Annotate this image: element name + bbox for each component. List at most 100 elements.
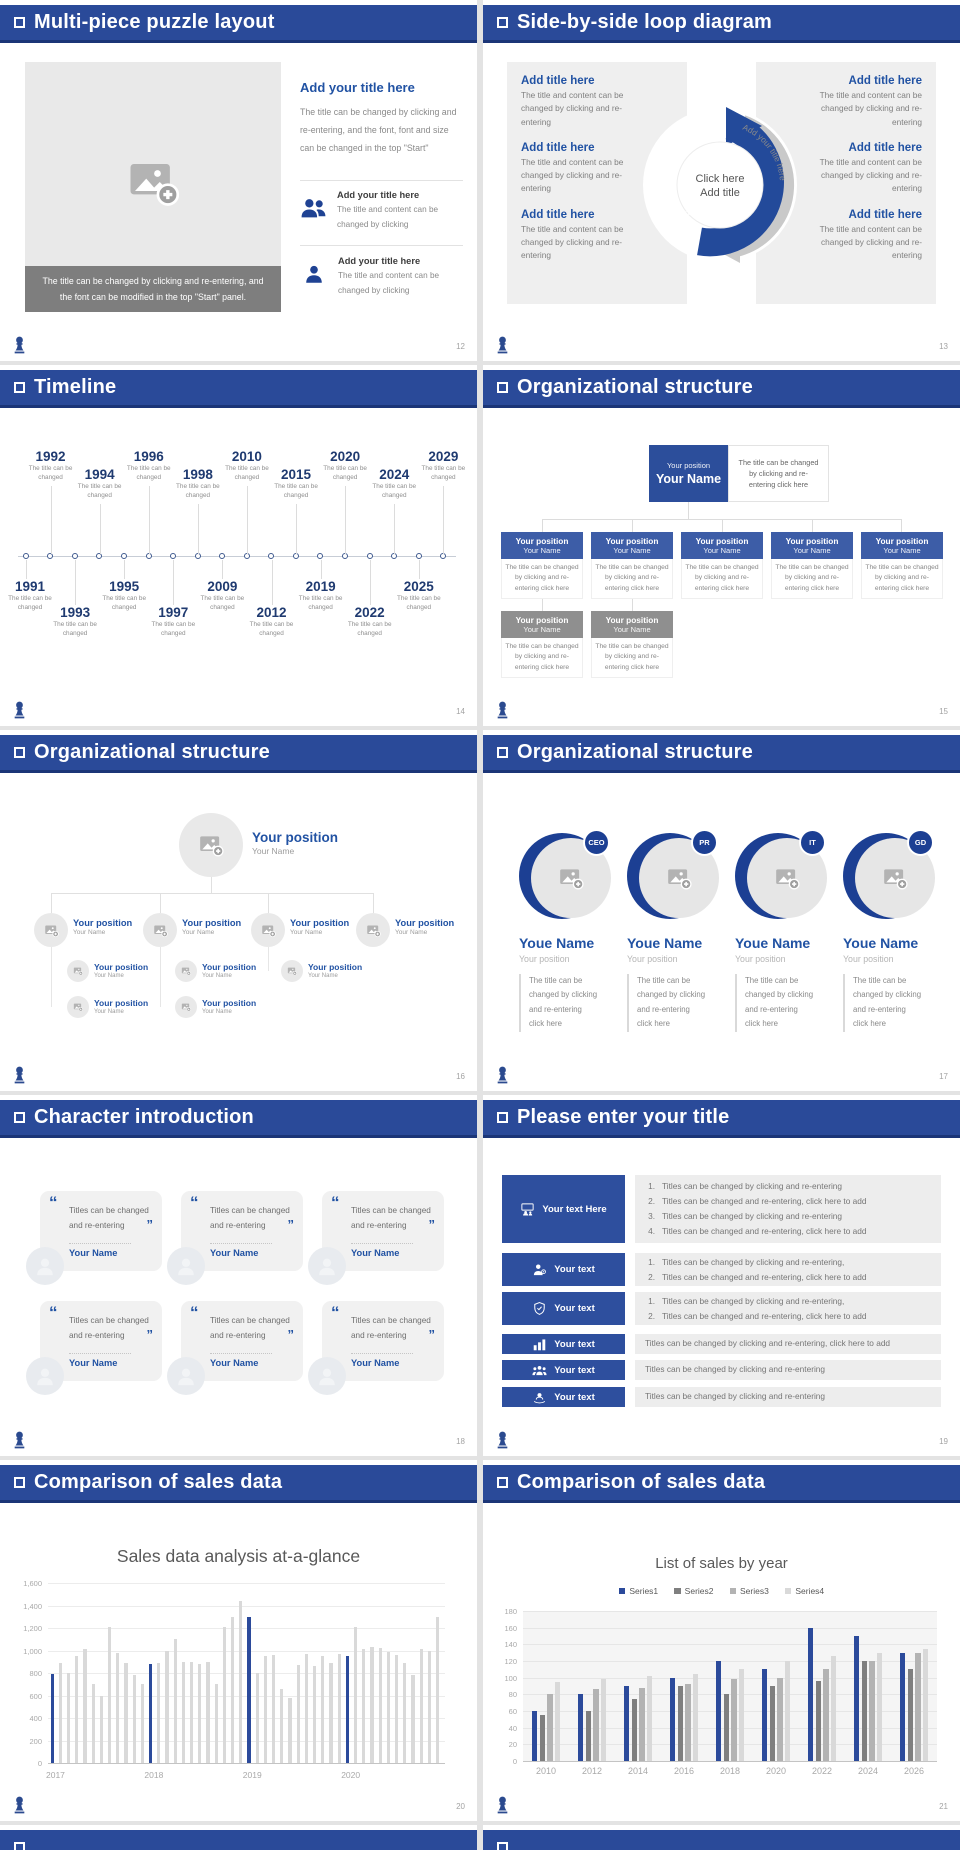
bar: [670, 1677, 676, 1761]
image-caption: The title can be changed by clicking and…: [25, 266, 281, 312]
slide-org-badges[interactable]: Organizational structure CEO Youe Name You…: [483, 730, 960, 1091]
list-line: 4. Titles can be changed and re-entering,…: [645, 1224, 931, 1239]
close-quote-icon: ”: [146, 1217, 154, 1232]
quote-text: Titles can be changed and re-entering: [69, 1316, 149, 1340]
slide-multi-piece-puzzle[interactable]: Multi-piece puzzle layout The title can …: [0, 0, 477, 361]
slide-title: Organizational structure: [517, 376, 753, 398]
slide-loop-diagram[interactable]: Side-by-side loop diagram Add title here…: [483, 0, 960, 361]
timeline-year: 2012: [256, 605, 287, 620]
connector: [211, 877, 212, 893]
x-tick-label: 2022: [811, 1766, 833, 1776]
name-label: Your Name: [290, 929, 323, 936]
bar: [869, 1661, 875, 1761]
org-circle-label: Your position Your Name: [182, 918, 241, 936]
bar: [304, 1653, 309, 1763]
position-label: Your position: [605, 536, 659, 546]
member-body-line: The title can be: [745, 976, 799, 985]
timeline-connector: [26, 560, 27, 579]
square-bullet-icon: [497, 1842, 508, 1850]
timeline-note: The title can be changed: [372, 483, 417, 499]
timeline-node: [145, 553, 152, 559]
org-circle-label: Your position Your Name: [94, 998, 148, 1015]
photo-circle: [179, 813, 243, 877]
bar: [271, 1655, 276, 1763]
name-label: Your Name: [182, 929, 215, 936]
item-body: The title and content can be changed by …: [338, 271, 440, 296]
divider: [300, 245, 463, 246]
list-button[interactable]: Your text: [502, 1253, 625, 1286]
slide-list[interactable]: Please enter your title 19 Your text Her…: [483, 1095, 960, 1456]
timeline-connector: [296, 504, 298, 554]
page-number: 18: [456, 1437, 465, 1446]
slide-partial-right[interactable]: [483, 1825, 960, 1850]
org-card: PR Youe Name Your position The title can be…: [627, 829, 727, 1032]
slide-partial-left[interactable]: [0, 1825, 477, 1850]
y-tick-label: 60: [508, 1707, 517, 1716]
role-badge: GD: [907, 829, 934, 856]
role-badge: PR: [691, 829, 718, 856]
timeline-note: The title can be changed: [77, 483, 122, 499]
member-name: Youe Name: [735, 935, 811, 951]
open-quote-icon: “: [49, 1193, 58, 1212]
timeline-node: [366, 553, 373, 559]
slide-title-bar: [483, 1830, 960, 1850]
name-label: Your Name: [202, 973, 232, 979]
entry-body: The title and content can be changed by …: [819, 90, 922, 127]
bar: [378, 1648, 382, 1763]
slide-chart1[interactable]: Comparison of sales data Sales data anal…: [0, 1460, 477, 1821]
item-title: Add your title here: [337, 190, 420, 200]
list-button[interactable]: Your text: [502, 1360, 625, 1380]
bar: [923, 1648, 929, 1761]
position-label: Your position: [94, 998, 149, 1008]
member-body-line: The title can be: [853, 976, 907, 985]
slide-title: Comparison of sales data: [517, 1471, 766, 1493]
person-silhouette-icon: [316, 1365, 338, 1387]
crescent-photo: CEO: [519, 829, 613, 921]
square-bullet-icon: [497, 747, 508, 758]
list-button[interactable]: Your text: [502, 1292, 625, 1325]
timeline-item: 2029 The title can be changed: [414, 449, 472, 482]
slide-org-boxes[interactable]: Organizational structure Your position Y…: [483, 365, 960, 726]
slide-character-intro[interactable]: Character introduction “Titles can be ch…: [0, 1095, 477, 1456]
bar: [99, 1695, 104, 1763]
image-placeholder-icon: [73, 966, 83, 976]
timeline-year: 1993: [60, 605, 91, 620]
bar: [247, 1616, 251, 1763]
timeline-note: The title can be changed: [396, 595, 441, 611]
list-button[interactable]: Your text: [502, 1334, 625, 1354]
position-label: Your position: [605, 615, 659, 625]
member-body-line: click here: [745, 1019, 778, 1029]
image-placeholder-icon: [666, 865, 692, 891]
member-body-line: The title can be: [529, 976, 583, 985]
timeline-node: [170, 553, 177, 559]
position-label: Your position: [695, 536, 749, 546]
connector: [51, 893, 373, 894]
timeline-item: 1993 The title can be changed: [46, 605, 104, 638]
avatar: [26, 1247, 64, 1285]
list-line-text: Titles can be changed by clicking and re…: [662, 1295, 845, 1306]
list-button-label: Your text: [554, 1303, 595, 1314]
member-body: The title can be changed by clicking and r…: [627, 974, 727, 1032]
timeline-item: 2019 The title can be changed: [292, 579, 350, 612]
slide-org-circles[interactable]: Organizational structure Your position Yo…: [0, 730, 477, 1091]
list-button[interactable]: Your text Here: [502, 1175, 625, 1243]
bar: [900, 1652, 906, 1761]
list-button[interactable]: Your text: [502, 1387, 625, 1407]
image-placeholder-icon: [287, 966, 297, 976]
timeline-note: The title can be changed: [274, 483, 318, 499]
image-placeholder-icon: [44, 923, 59, 938]
bar: [91, 1684, 95, 1763]
slide-chart2[interactable]: Comparison of sales data List of sales b…: [483, 1460, 960, 1821]
page-number: 17: [939, 1072, 948, 1081]
connector: [542, 599, 543, 611]
gridline: [48, 1650, 445, 1652]
logo-pawn-icon: [13, 1431, 26, 1449]
pgear-icon: [532, 1263, 547, 1276]
logo-pawn-icon: [13, 1796, 26, 1814]
square-bullet-icon: [497, 17, 508, 28]
bar: [239, 1601, 243, 1763]
open-quote-icon: “: [190, 1193, 199, 1212]
slide-timeline[interactable]: Timeline 1991 The title can be changed 199…: [0, 365, 477, 726]
org-circle-label: Your position Your Name: [395, 918, 454, 936]
close-quote-icon: ”: [428, 1217, 436, 1232]
